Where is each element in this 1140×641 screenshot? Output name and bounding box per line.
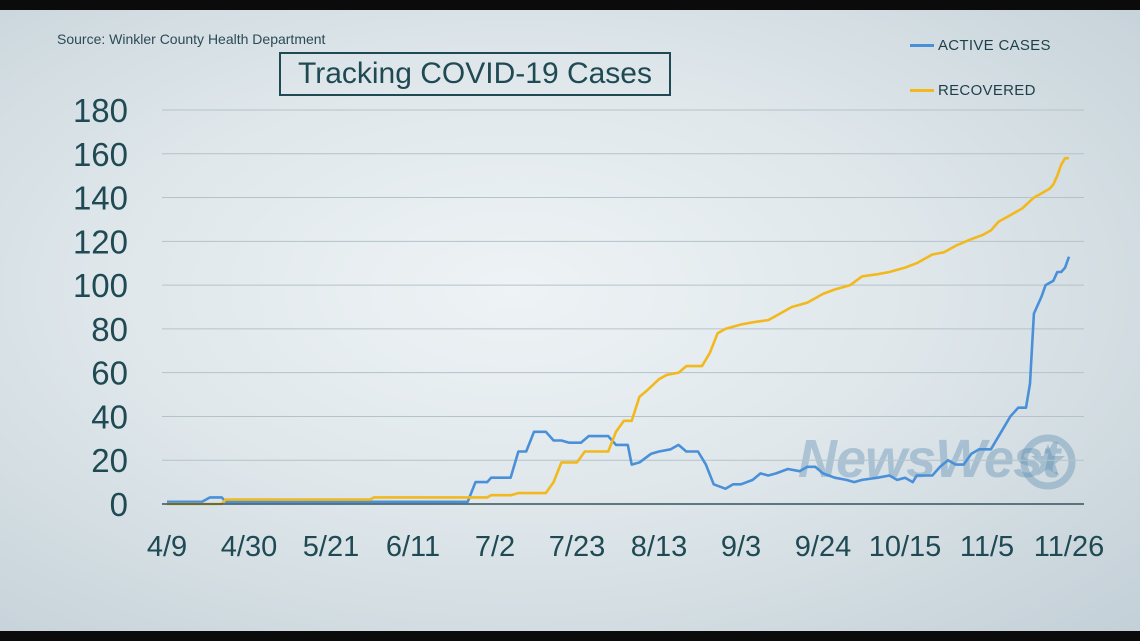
x-tick-label: 7/2 xyxy=(475,531,515,563)
legend-item-recovered: RECOVERED xyxy=(910,82,1036,99)
legend-label-recovered: RECOVERED xyxy=(938,82,1036,99)
y-tick-label: 120 xyxy=(73,223,128,260)
legend-label-active-cases: ACTIVE CASES xyxy=(938,37,1051,54)
source-label: Source: Winkler County Health Department xyxy=(57,31,326,47)
y-tick-label: 60 xyxy=(91,355,128,392)
y-tick-label: 20 xyxy=(91,442,128,479)
x-tick-label: 8/13 xyxy=(631,531,687,563)
series-line-recovered xyxy=(167,156,1069,506)
x-tick-label: 11/26 xyxy=(1034,531,1104,563)
y-tick-label: 140 xyxy=(73,180,128,217)
y-tick-label: 40 xyxy=(91,398,128,435)
x-tick-label: 5/21 xyxy=(303,531,359,563)
x-tick-label: 9/3 xyxy=(721,531,761,563)
y-tick-label: 0 xyxy=(110,486,128,523)
x-tick-label: 6/11 xyxy=(386,531,440,563)
x-tick-label: 4/30 xyxy=(221,531,277,563)
x-tick-label: 10/15 xyxy=(869,531,942,563)
y-tick-label: 180 xyxy=(73,92,128,129)
y-tick-label: 80 xyxy=(91,311,128,348)
y-tick-label: 100 xyxy=(73,267,128,304)
legend-swatch-active-cases xyxy=(910,44,934,47)
chart-title: Tracking COVID-19 Cases xyxy=(279,52,671,96)
legend-swatch-recovered xyxy=(910,89,934,92)
x-tick-label: 9/24 xyxy=(795,531,851,563)
chart-title-text: Tracking COVID-19 Cases xyxy=(298,57,652,90)
y-tick-label: 160 xyxy=(73,136,128,173)
legend-item-active-cases: ACTIVE CASES xyxy=(910,37,1051,54)
series-line-active-cases xyxy=(167,256,1071,504)
x-tick-label: 7/23 xyxy=(549,531,605,563)
x-tick-label: 11/5 xyxy=(960,531,1014,563)
x-tick-label: 4/9 xyxy=(147,531,187,563)
